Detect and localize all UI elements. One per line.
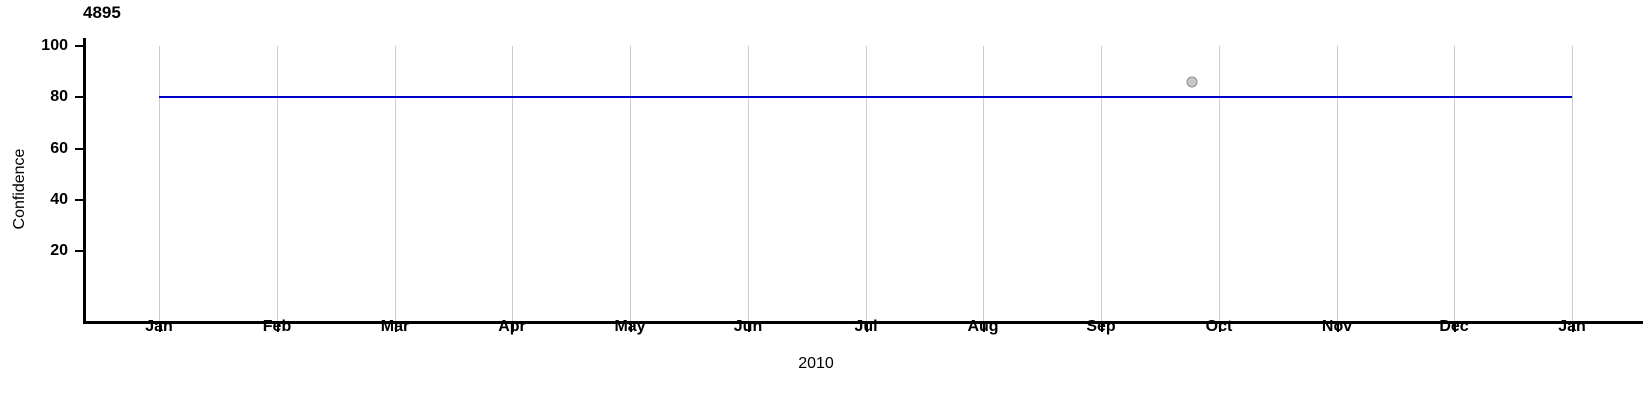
- x-tick-label: Jul: [854, 318, 878, 335]
- x-tick-mark: [630, 322, 632, 332]
- x-tick-mark: [866, 322, 868, 332]
- y-tick-label: 40: [50, 190, 68, 208]
- x-tick-mark: [1101, 322, 1103, 332]
- x-tick-mark: [277, 322, 279, 332]
- y-tick-label: 20: [50, 242, 68, 259]
- grid-line-vertical: [1101, 46, 1102, 321]
- y-tick-label: 100: [41, 37, 68, 54]
- grid-line-vertical: [1337, 46, 1338, 321]
- grid-line-vertical: [1572, 46, 1573, 321]
- x-tick-label: Nov: [1321, 318, 1353, 335]
- x-tick-mark: [1337, 322, 1339, 332]
- x-tick-label: Jan: [145, 318, 173, 335]
- y-tick-mark: [75, 250, 84, 252]
- y-tick-label: 60: [50, 139, 68, 157]
- grid-line-vertical: [866, 46, 867, 321]
- x-tick-mark: [395, 322, 397, 332]
- grid-line-vertical: [748, 46, 749, 321]
- grid-line-vertical: [1219, 46, 1220, 321]
- chart-title: 4895: [83, 3, 121, 22]
- grid-line-vertical: [983, 46, 984, 321]
- x-axis-label-text: 2010: [798, 355, 834, 372]
- y-tick-mark: [75, 96, 84, 99]
- x-axis-label: 2010: [0, 355, 1650, 373]
- grid-line-vertical: [395, 46, 396, 321]
- x-tick-label: Apr: [498, 318, 526, 335]
- x-axis-line: [83, 321, 1643, 324]
- grid-line-vertical: [512, 46, 513, 321]
- x-tick-label: Oct: [1205, 318, 1233, 335]
- x-tick-mark: [512, 322, 514, 332]
- series-line-confidence-threshold: [159, 96, 1572, 99]
- x-tick-label: Dec: [1439, 318, 1469, 335]
- y-tick-mark: [75, 45, 84, 47]
- grid-line-vertical: [630, 46, 631, 321]
- x-tick-mark: [1572, 322, 1574, 332]
- x-tick-label: Feb: [262, 318, 292, 335]
- y-axis-line: [83, 38, 86, 324]
- x-tick-label: Aug: [967, 318, 999, 335]
- grid-line-vertical: [159, 46, 160, 321]
- y-tick-label: 80: [50, 88, 68, 106]
- y-tick-mark: [75, 147, 84, 150]
- x-tick-mark: [159, 322, 161, 332]
- x-tick-label: Mar: [380, 318, 410, 335]
- x-tick-mark: [983, 322, 985, 332]
- x-tick-label: Sep: [1086, 318, 1116, 335]
- data-point-marker[interactable]: [1186, 76, 1198, 88]
- x-tick-mark: [1454, 322, 1456, 332]
- x-tick-label: May: [614, 318, 646, 335]
- y-axis-label: Confidence: [11, 148, 28, 230]
- grid-line-vertical: [277, 46, 278, 321]
- x-tick-label: Jun: [733, 318, 763, 335]
- grid-line-vertical: [1454, 46, 1455, 321]
- x-tick-mark: [748, 322, 750, 332]
- y-tick-mark: [75, 198, 84, 201]
- x-tick-mark: [1219, 322, 1221, 332]
- x-tick-label: Jan: [1558, 318, 1586, 335]
